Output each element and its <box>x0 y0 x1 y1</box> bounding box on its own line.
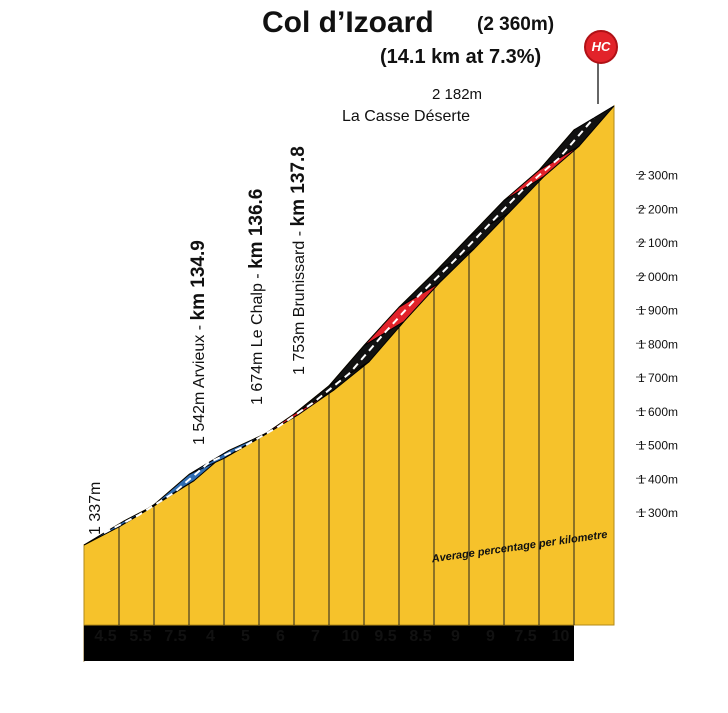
ribbon-segment <box>538 105 615 171</box>
km-label: 1 <box>106 677 115 696</box>
km-label: 7 <box>316 677 325 696</box>
ribbon-center-dash <box>103 117 595 534</box>
y-tick-label: 1 800m <box>638 337 678 351</box>
km-label: 6 <box>281 677 290 696</box>
km-label: 3 <box>176 677 185 696</box>
km-label: 12 <box>487 677 506 696</box>
y-tick-label: 2 300m <box>638 169 678 183</box>
km-label: 14 <box>557 677 576 696</box>
y-tick-label: 1 700m <box>638 371 678 385</box>
profile-base-strip <box>84 625 574 661</box>
km-label: 9 <box>386 677 395 696</box>
gradient-value: 5 <box>241 628 250 645</box>
waypoint-altitude: 1 753m <box>291 317 308 375</box>
gradient-value: 7.5 <box>514 628 536 645</box>
waypoint-label: 1 337m <box>87 482 104 535</box>
gradient-value: 8.5 <box>409 628 431 645</box>
y-tick-label: 2 100m <box>638 236 678 250</box>
summit-name-label: La Casse Déserte <box>342 108 470 125</box>
waypoint-label: 1 753m Brunissard - km 137.8 <box>288 146 309 375</box>
gradient-value: 7 <box>311 628 320 645</box>
waypoint-label: 1 674m Le Chalp - km 136.6 <box>246 189 267 405</box>
waypoint-km: km 134.9 <box>188 240 209 320</box>
waypoint-label: 1 542m Arvieux - km 134.9 <box>188 240 209 445</box>
waypoint-km: km 137.8 <box>288 146 309 226</box>
gradient-value: 4.5 <box>94 628 116 645</box>
km-label: 5 <box>246 677 255 696</box>
y-tick-label: 1 900m <box>638 304 678 318</box>
chart-title: Col d’Izoard <box>262 6 434 39</box>
gradient-value: 10 <box>342 628 360 645</box>
summit-altitude-label: 2 182m <box>432 86 482 103</box>
gradient-value: 4 <box>206 628 215 645</box>
waypoint-km: km 136.6 <box>246 189 267 269</box>
waypoint-name: Arvieux - <box>191 320 208 388</box>
y-tick-label: 2 200m <box>638 202 678 216</box>
gradient-value: 6 <box>276 628 285 645</box>
y-tick-label: 1 500m <box>638 439 678 453</box>
km-label: 8 <box>351 677 360 696</box>
waypoint-name: Le Chalp - <box>249 269 266 347</box>
hc-category-badge: HC <box>584 30 618 64</box>
gradient-value: 7.5 <box>164 628 186 645</box>
gradient-value: 10 <box>552 628 570 645</box>
km-label: 10 <box>417 677 436 696</box>
gradient-value: 9 <box>451 628 460 645</box>
chart-subtitle: (14.1 km at 7.3%) <box>380 46 542 68</box>
chart-title-altitude: (2 360m) <box>477 14 555 35</box>
km-label: 4 <box>211 677 221 696</box>
gradient-value: 5.5 <box>129 628 151 645</box>
waypoint-altitude: 1 542m <box>191 388 208 445</box>
km-label: 11 <box>452 677 470 696</box>
gradient-value: 9.5 <box>374 628 396 645</box>
y-tick-label: 1 300m <box>638 506 678 520</box>
waypoint-altitude: 1 337m <box>87 482 104 535</box>
waypoint-altitude: 1 674m <box>249 347 266 405</box>
y-tick-label: 1 400m <box>638 472 678 486</box>
y-tick-label: 1 600m <box>638 405 678 419</box>
km-label: 2 <box>141 677 150 696</box>
y-tick-label: 2 000m <box>638 270 678 284</box>
km-label: 13 <box>522 677 541 696</box>
waypoint-name: Brunissard - <box>291 226 308 317</box>
gradient-value: 9 <box>486 628 495 645</box>
